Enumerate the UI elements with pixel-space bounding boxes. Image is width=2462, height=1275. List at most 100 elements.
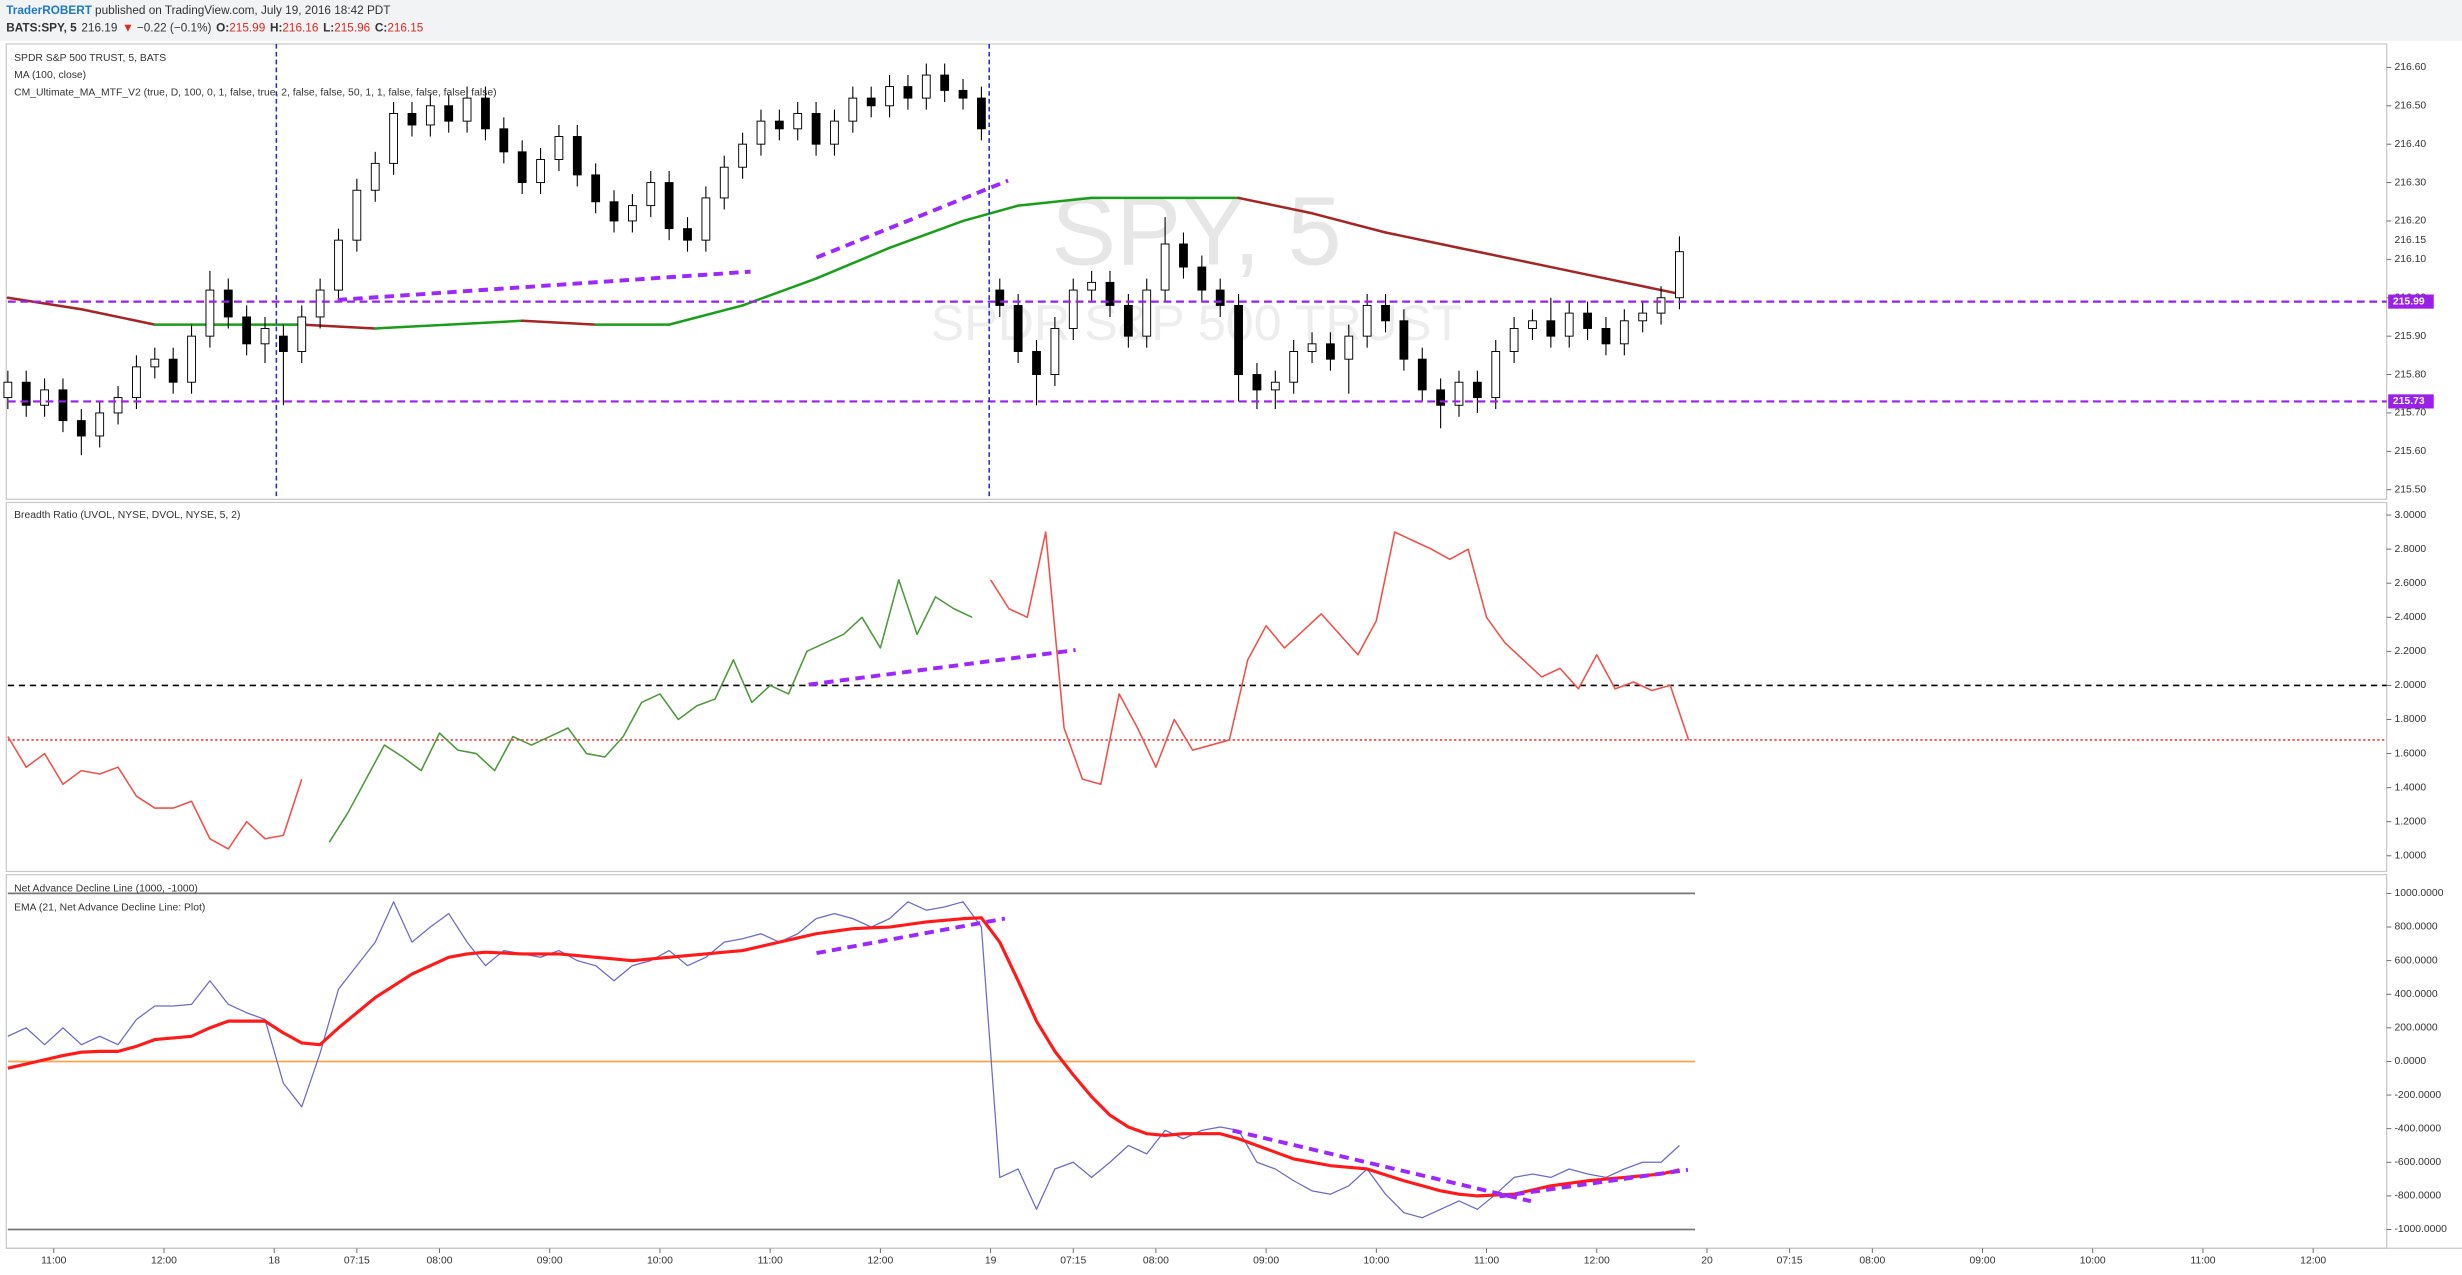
series-line	[7, 736, 303, 850]
candle-body	[1013, 304, 1023, 352]
y-tick-label: 1000.0000	[2394, 888, 2443, 899]
y-tick-label: 2.4000	[2394, 612, 2426, 623]
series-line	[7, 916, 1680, 1198]
ma-segment	[888, 219, 965, 250]
candle-body	[1546, 320, 1556, 337]
ohlc-value: 215.96	[334, 21, 370, 34]
y-tick-label: -400.0000	[2394, 1123, 2441, 1134]
last-price-label: 216.15	[2394, 235, 2426, 246]
y-tick-label: 2.8000	[2394, 544, 2426, 555]
candle-body	[1105, 281, 1115, 306]
y-tick-label: 1.8000	[2394, 714, 2426, 725]
candle-body	[811, 112, 821, 145]
candle-body	[40, 389, 49, 406]
y-tick-label: -1000.0000	[2394, 1224, 2447, 1235]
x-tick-label: 07:15	[1060, 1256, 1086, 1267]
candle-body	[646, 182, 656, 207]
candle-body	[591, 174, 601, 203]
series-label: MA (100, close)	[14, 70, 86, 81]
candle-body	[719, 166, 729, 199]
ma-segment	[961, 204, 1020, 223]
ohlc-value: 216.16	[282, 21, 318, 34]
candle-body	[554, 136, 564, 161]
trend-line	[337, 269, 751, 302]
ma-segment	[1531, 261, 1608, 280]
series-line	[7, 901, 1680, 1219]
candle-body	[1381, 304, 1390, 322]
candle-body	[517, 151, 527, 184]
y-tick-label: 215.80	[2394, 369, 2426, 380]
y-tick-label: 216.30	[2394, 177, 2426, 188]
candle-body	[1436, 389, 1446, 406]
candle-body	[1123, 304, 1133, 337]
candle-body	[1399, 320, 1409, 360]
x-tick-label: 10:00	[1363, 1256, 1389, 1267]
candle-body	[3, 381, 13, 399]
candle-body	[113, 397, 123, 414]
x-tick-label: 11:00	[2190, 1256, 2215, 1267]
candle-body	[132, 366, 141, 399]
candle-body	[1528, 320, 1537, 329]
arrow: ▼	[122, 21, 134, 34]
x-tick-label: 08:00	[427, 1256, 453, 1267]
candle-body	[462, 97, 472, 122]
candle-body	[205, 289, 215, 337]
candle-body	[701, 197, 711, 241]
candle-body	[1215, 289, 1225, 306]
x-tick-label: 09:00	[1253, 1256, 1279, 1267]
candle-body	[315, 289, 325, 318]
ma-segment	[667, 304, 744, 326]
x-tick-label: 11:00	[758, 1256, 783, 1267]
candle-body	[609, 201, 619, 222]
candle-body	[885, 86, 894, 107]
ohlc-label: H:	[270, 21, 282, 34]
candle-body	[1234, 304, 1243, 376]
candle-body	[1638, 312, 1648, 322]
candle-body	[278, 335, 288, 352]
candle-body	[1675, 251, 1684, 299]
candle-body	[1362, 304, 1372, 337]
ma-segment	[1457, 246, 1534, 265]
y-tick-label: 0.0000	[2394, 1056, 2426, 1067]
candle-body	[1032, 351, 1041, 376]
series-line	[989, 531, 1690, 786]
candle-body	[940, 74, 950, 91]
ohlc-value: 215.99	[229, 21, 265, 34]
x-tick-label: 07:15	[344, 1256, 370, 1267]
candle-body	[848, 97, 858, 122]
candle-body	[260, 327, 270, 345]
candle-body	[1160, 243, 1170, 291]
y-tick-label: 800.0000	[2394, 922, 2437, 933]
candle-body	[1491, 351, 1501, 399]
y-tick-label: 216.40	[2394, 139, 2426, 150]
y-tick-label: 400.0000	[2394, 989, 2437, 1000]
candle-body	[977, 97, 986, 130]
candle-body	[866, 97, 876, 107]
y-tick-label: 2.0000	[2394, 680, 2426, 691]
x-tick-label: 09:00	[537, 1256, 563, 1267]
ma-segment	[6, 296, 83, 311]
labels: SPDR S&P 500 TRUST, 5, BATS 216.60 216.50 2…	[14, 53, 2447, 1267]
price-label: 215.99	[2393, 296, 2425, 307]
candle-body	[168, 358, 178, 383]
pane-title: SPDR S&P 500 TRUST, 5, BATS	[14, 53, 166, 64]
candle-body	[187, 335, 196, 383]
ma-segment	[373, 323, 450, 330]
ma-segment	[520, 319, 597, 326]
change: −0.22 (−0.1%)	[137, 21, 212, 34]
candle-body	[683, 228, 692, 241]
candle-body	[1583, 312, 1592, 329]
x-tick-label: 10:00	[2080, 1256, 2106, 1267]
indicator-label: CM_Ultimate_MA_MTF_V2 (true, D, 100, 0, …	[14, 87, 496, 98]
candle-body	[352, 189, 362, 241]
content: SPY, 5 SPDR S&P 500 TRUST	[3, 63, 2387, 1231]
candle-body	[793, 112, 803, 130]
x-tick-label: 12:00	[867, 1256, 893, 1267]
candle-body	[425, 105, 435, 126]
y-tick-label: 215.90	[2394, 331, 2426, 342]
ma-segment	[1384, 231, 1461, 250]
candle-body	[1252, 374, 1262, 391]
series-line	[328, 579, 973, 843]
